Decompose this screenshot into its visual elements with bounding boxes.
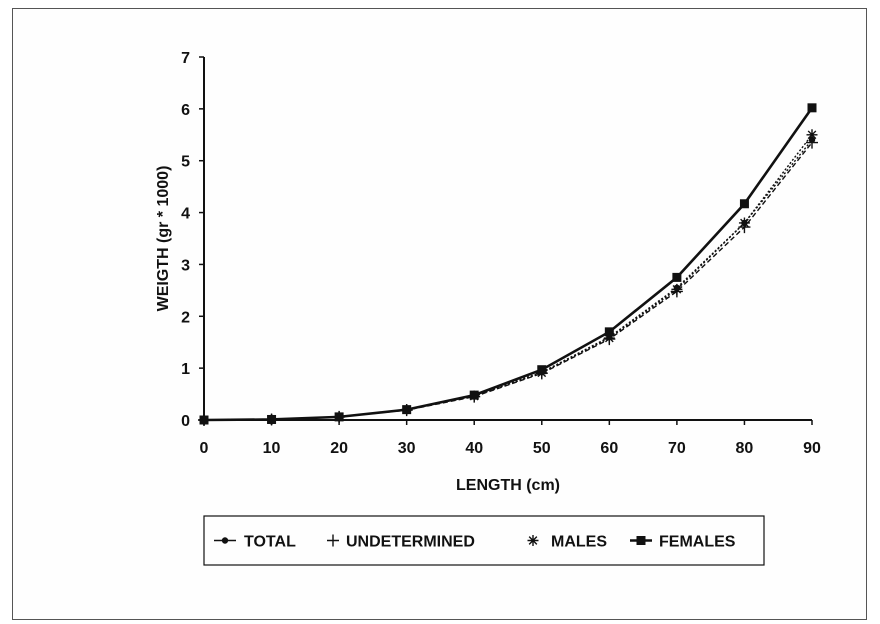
x-tick-label: 10 xyxy=(263,440,281,457)
legend-label: FEMALES xyxy=(659,534,736,551)
x-tick-label: 30 xyxy=(398,440,416,457)
x-tick-label: 50 xyxy=(533,440,551,457)
x-tick-label: 80 xyxy=(736,440,754,457)
square-marker xyxy=(334,412,344,422)
square-marker xyxy=(402,405,412,415)
square-marker xyxy=(739,199,749,209)
legend-box xyxy=(203,515,765,566)
series-line xyxy=(203,142,813,421)
dot-marker xyxy=(221,537,229,544)
x-tick-label: 60 xyxy=(600,440,618,457)
y-axis-title: WEIGTH (gr * 1000) xyxy=(155,166,172,312)
legend-item: MALES xyxy=(527,534,607,551)
x-tick-label: 90 xyxy=(803,440,821,457)
series-females xyxy=(199,103,817,425)
legend-label: UNDETERMINED xyxy=(346,534,475,551)
series-layer xyxy=(198,103,818,426)
y-tick-label: 1 xyxy=(181,361,190,378)
star-marker xyxy=(806,129,818,141)
square-marker xyxy=(807,103,817,113)
y-tick-label: 5 xyxy=(181,154,190,171)
x-axis-title: LENGTH (cm) xyxy=(456,477,560,494)
square-marker xyxy=(672,272,682,282)
x-tick-label: 70 xyxy=(668,440,686,457)
legend-item: FEMALES xyxy=(630,534,736,551)
x-tick-label: 40 xyxy=(465,440,483,457)
star-marker xyxy=(738,217,750,229)
legend: TOTAL UNDETERMINED MALES FEMALES xyxy=(203,515,765,566)
x-tick-label: 0 xyxy=(200,440,209,457)
square-marker xyxy=(636,536,646,545)
y-tick-label: 4 xyxy=(181,206,190,223)
y-tick-label: 3 xyxy=(181,257,190,274)
series-line xyxy=(203,134,813,421)
square-marker xyxy=(199,415,209,425)
legend-label: TOTAL xyxy=(244,534,296,551)
square-marker xyxy=(469,390,479,400)
y-tick-label: 2 xyxy=(181,309,190,326)
series-line xyxy=(203,107,814,422)
y-tick-label: 0 xyxy=(181,413,190,430)
star-marker xyxy=(527,535,539,546)
legend-label: MALES xyxy=(551,534,607,551)
legend-item: TOTAL xyxy=(214,534,296,551)
square-marker xyxy=(267,414,277,424)
x-tick-label: 20 xyxy=(330,440,348,457)
star-marker xyxy=(671,283,683,295)
series-total xyxy=(200,136,816,424)
star-marker xyxy=(603,332,615,344)
y-tick-label: 6 xyxy=(181,102,190,119)
axes xyxy=(203,57,812,421)
legend-item: UNDETERMINED xyxy=(327,534,475,551)
chart-frame xyxy=(12,8,867,620)
y-tick-label: 7 xyxy=(181,50,190,67)
series-line xyxy=(203,139,813,421)
square-marker xyxy=(537,365,547,375)
square-marker xyxy=(604,327,614,337)
plus-marker xyxy=(327,534,339,547)
